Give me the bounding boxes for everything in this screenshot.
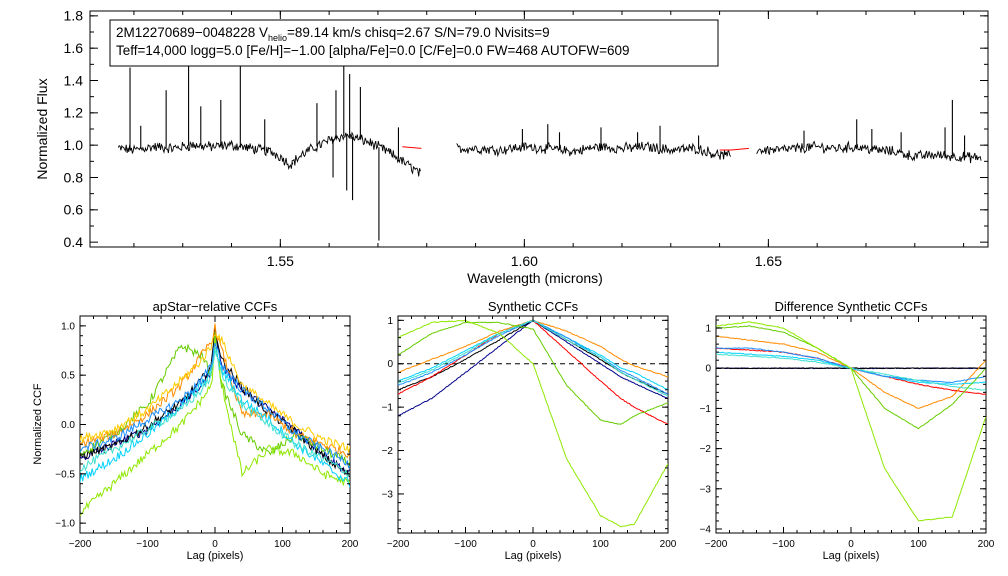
ccf-series-line: [716, 321, 986, 522]
x-tick-label: 0: [530, 539, 536, 550]
synthetic-ccf-frame: [397, 315, 669, 534]
x-tick-label: −100: [454, 539, 477, 550]
difference-ccf-panel: −200 −100 0 100 200 −4 −3 −2 −1 0 1 Difference Syn…: [700, 299, 995, 562]
y-tick-label: 0.4: [64, 234, 84, 250]
y-tick-label: −2: [700, 444, 712, 455]
ccf-series-line: [80, 337, 350, 516]
y-tick-label: −4: [700, 524, 712, 535]
spectrum-plot-area: [117, 41, 982, 241]
y-tick-label: 0.0: [61, 420, 75, 431]
y-tick-label: 1.0: [61, 321, 75, 332]
ccf-series-line: [80, 333, 350, 453]
ccf-series-line: [398, 321, 668, 425]
ccf-series-line: [716, 335, 986, 409]
difference-ccf-axes: −200 −100 0 100 200 −4 −3 −2 −1 0 1: [700, 316, 995, 550]
header-box-frame: [109, 19, 719, 67]
synthetic-ccf-axes: −200 −100 0 100 200 −3 −2 −1 0 1: [382, 316, 677, 550]
x-tick-label: 1.65: [755, 253, 782, 269]
spectrum-x-label: Wavelength (microns): [467, 270, 603, 286]
x-tick-label: 200: [978, 539, 995, 550]
x-tick-label: 100: [274, 539, 291, 550]
observed-spectrum-line: [117, 131, 982, 177]
x-tick-label: 0: [212, 539, 218, 550]
apstar-ccf-axes: −200 −100 0 100 200 −1.0 −0.5 0.0 0.5 1.0: [55, 315, 359, 550]
ccf-series-line: [398, 320, 668, 417]
x-tick-label: 1.60: [511, 253, 538, 269]
ccf-series-line: [716, 353, 986, 391]
y-tick-label: 1.8: [64, 8, 84, 24]
y-tick-label: 0.8: [64, 169, 84, 185]
difference-ccf-plot-area: [716, 321, 986, 522]
synthetic-ccf-panel: −200 −100 0 100 200 −3 −2 −1 0 1 Synthetic CCFs L…: [382, 299, 677, 562]
synthetic-ccf-plot-area: [398, 319, 668, 528]
difference-ccf-x-label: Lag (pixels): [823, 550, 880, 562]
y-tick-label: 1.2: [64, 105, 84, 121]
ccf-series-line: [398, 319, 668, 425]
x-tick-label: −200: [705, 539, 728, 550]
x-tick-label: 100: [592, 539, 609, 550]
header-helio-subscript: helio: [268, 33, 287, 43]
ccf-series-line: [716, 325, 986, 430]
y-tick-label: 1.4: [64, 72, 84, 88]
y-tick-label: 1.6: [64, 40, 84, 56]
y-tick-label: 1: [705, 324, 711, 335]
y-tick-label: −1: [382, 403, 394, 414]
y-tick-label: 1: [387, 316, 393, 327]
ccf-series-line: [80, 345, 350, 488]
x-tick-label: 1.55: [267, 253, 294, 269]
spectrum-header-box: 2M12270689−0048228 Vhelio=89.14 km/s chi…: [109, 19, 719, 67]
x-tick-label: −200: [387, 539, 410, 550]
y-tick-label: −2: [382, 446, 394, 457]
header-line-1: 2M12270689−0048228 Vhelio=89.14 km/s chi…: [116, 25, 550, 43]
apstar-ccf-y-label: Normalized CCF: [32, 383, 44, 465]
y-tick-label: 0.6: [64, 202, 84, 218]
x-tick-label: 200: [342, 539, 359, 550]
y-tick-label: −0.5: [55, 469, 75, 480]
x-tick-label: −100: [136, 539, 159, 550]
apstar-ccf-panel: −200 −100 0 100 200 −1.0 −0.5 0.0 0.5 1.0 apStar−…: [32, 299, 359, 562]
ccf-series-line: [398, 319, 668, 397]
y-tick-label: −3: [700, 484, 712, 495]
y-tick-label: −3: [382, 489, 394, 500]
y-tick-label: 0.5: [61, 371, 75, 382]
y-tick-label: 1.0: [64, 137, 84, 153]
apstar-ccf-x-label: Lag (pixels): [187, 550, 244, 562]
x-tick-label: 100: [910, 539, 927, 550]
ccf-series-line: [80, 348, 350, 478]
ccf-series-line: [398, 319, 668, 528]
synthetic-ccf-x-label: Lag (pixels): [505, 550, 562, 562]
ccf-series-line: [716, 347, 986, 384]
x-tick-label: 200: [660, 539, 677, 550]
ccf-series-line: [80, 342, 350, 469]
y-tick-label: −1.0: [55, 519, 75, 530]
synthetic-ccf-title: Synthetic CCFs: [488, 299, 579, 314]
spectrum-y-label: Normalized Flux: [34, 78, 50, 179]
spectrum-panel: 1.55 1.60 1.65 0.4 0.6 0.8 1.0 1.2 1.4 1.6 1.8 Nor…: [34, 8, 989, 286]
x-tick-label: 0: [848, 539, 854, 550]
y-tick-label: −1: [700, 404, 712, 415]
apstar-ccf-plot-area: [80, 323, 350, 516]
header-rest: =89.14 km/s chisq=2.67 S/N=79.0 Nvisits=…: [287, 25, 550, 40]
y-tick-label: 0: [705, 364, 711, 375]
difference-ccf-title: Difference Synthetic CCFs: [775, 299, 928, 314]
y-tick-label: 0: [387, 359, 393, 370]
x-tick-label: −100: [772, 539, 795, 550]
spectrum-axes: 1.55 1.60 1.65 0.4 0.6 0.8 1.0 1.2 1.4 1.6 1.8: [64, 8, 988, 269]
apstar-ccf-title: apStar−relative CCFs: [153, 299, 278, 314]
x-tick-label: −200: [69, 539, 92, 550]
header-object-and-v: 2M12270689−0048228 V: [116, 25, 268, 40]
header-line-2: Teff=14,000 logg=5.0 [Fe/H]=−1.00 [alpha…: [116, 43, 630, 58]
